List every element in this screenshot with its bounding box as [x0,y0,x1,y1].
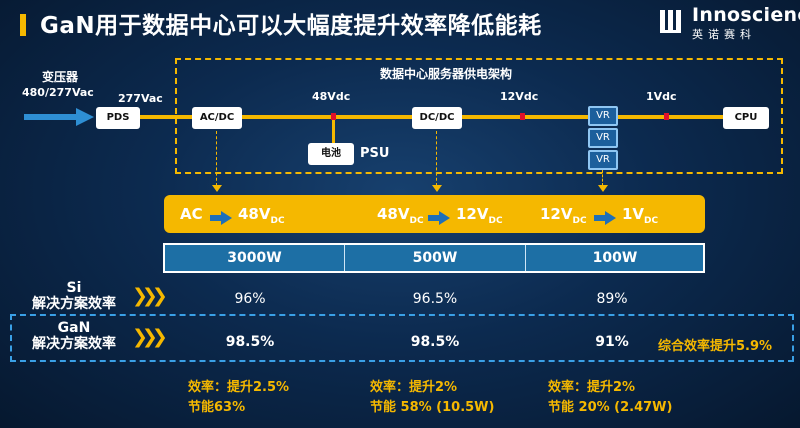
down-arrow-vr [602,170,605,186]
gan-eff-stage-2: 98.5% [410,334,460,350]
logo-name-cn: 英诺赛科 [692,28,756,41]
voltage-1vdc-label: 1Vdc [646,90,677,103]
voltage-48vdc-label: 48Vdc [312,90,351,103]
power-stage-2: 500W [412,250,458,266]
si-eff-stage-3: 89% [596,291,628,307]
note-save-stage-1: 节能63% [188,400,246,415]
logo-mark-icon [660,10,681,33]
node-pds: PDS [96,107,140,129]
gan-eff-stage-1: 98.5% [225,334,275,350]
note-save-stage-3: 节能 20% (2.47W) [548,400,673,415]
marker-48v [331,113,336,120]
page-title: GaN用于数据中心可以大幅度提升效率降低能耗 [40,13,542,39]
si-label: Si 解决方案效率 [32,280,116,312]
stage-2-arrow-icon [428,211,450,225]
down-arrow-head-vr [598,185,608,192]
node-dcdc: DC/DC [412,107,462,129]
gan-row-box [10,314,794,362]
server-architecture-title: 数据中心服务器供电架构 [380,67,513,81]
gan-label: GaN 解决方案效率 [32,320,116,352]
stage-1-from: AC [180,205,203,223]
overall-efficiency-note: 综合效率提升5.9% [658,339,773,354]
power-stage-3: 100W [592,250,638,266]
stage-2-from: 48VDC [377,205,424,226]
node-vr-3: VR [588,150,618,170]
battery-connector [332,117,335,143]
down-arrow-head-acdc [212,185,222,192]
si-chevron-icon: ❯❯❯ [132,285,168,307]
note-save-stage-2: 节能 58% (10.5W) [370,400,495,415]
node-cpu: CPU [723,107,769,129]
logo-name-en: Innoscience [692,4,800,26]
note-eff-stage-3: 效率：提升2% [548,380,636,395]
stage-1-to: 48VDC [238,205,285,226]
si-eff-stage-2: 96.5% [412,291,458,307]
note-eff-stage-1: 效率：提升2.5% [188,380,290,395]
node-battery: 电池 [308,143,354,165]
company-logo: Innoscience 英诺赛科 [658,4,800,44]
marker-12v [520,113,525,120]
power-stage-1: 3000W [227,250,282,266]
down-arrow-head-dcdc [432,185,442,192]
power-divider-2 [525,245,526,271]
stage-3-to: 1VDC [622,205,659,226]
input-voltage-label: 480/277Vac [22,86,94,99]
si-eff-stage-1: 96% [234,291,266,307]
input-arrow-icon [24,108,94,126]
power-divider-1 [344,245,345,271]
down-arrow-acdc [216,131,219,186]
down-arrow-dcdc [436,131,439,186]
bus-voltage-label: 277Vac [118,92,163,105]
note-eff-stage-2: 效率：提升2% [370,380,458,395]
gan-chevron-icon: ❯❯❯ [132,326,168,348]
conversion-stages-bar [164,195,705,233]
title-accent-bar [20,14,26,36]
psu-label: PSU [360,146,390,161]
transformer-label: 变压器 [42,70,79,84]
stage-1-arrow-icon [210,211,232,225]
node-acdc: AC/DC [192,107,242,129]
node-vr-2: VR [588,128,618,148]
power-rating-bar [163,243,705,273]
stage-2-to: 12VDC [456,205,503,226]
marker-1v [664,113,669,120]
gan-eff-stage-3: 91% [595,334,629,350]
stage-3-arrow-icon [594,211,616,225]
voltage-12vdc-label: 12Vdc [500,90,539,103]
stage-3-from: 12VDC [540,205,587,226]
node-vr-1: VR [588,106,618,126]
